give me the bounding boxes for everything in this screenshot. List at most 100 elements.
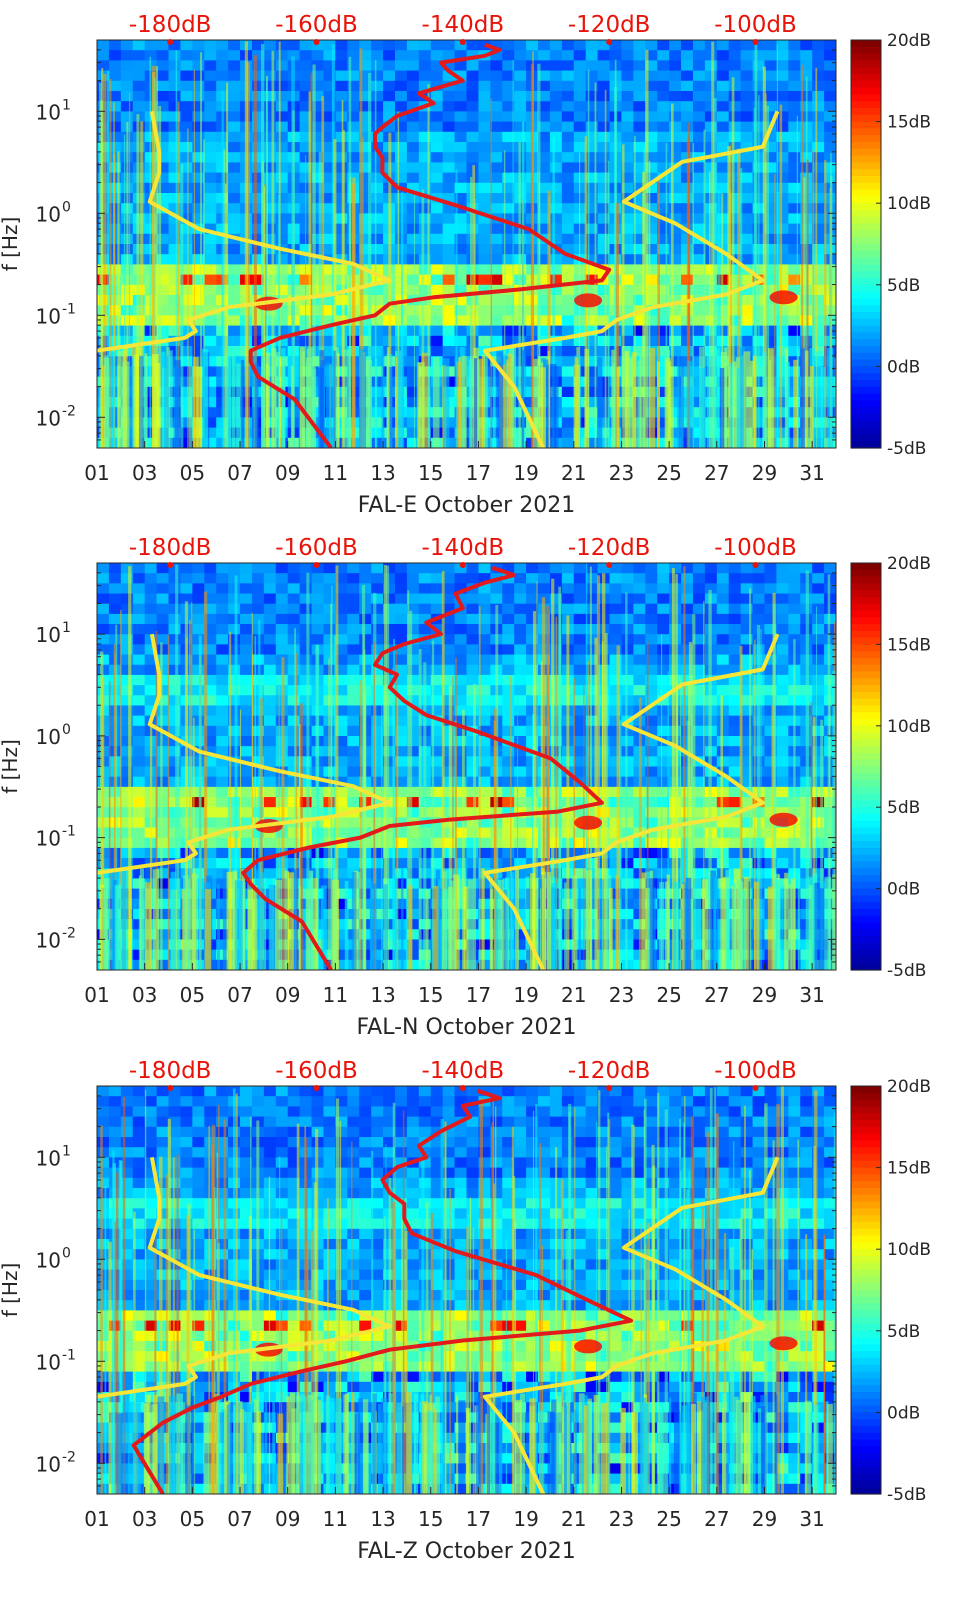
- y-axis-label: f [Hz]: [0, 739, 22, 794]
- top-axis-label: -160dB: [275, 12, 358, 38]
- top-axis-label: -100dB: [714, 1058, 797, 1084]
- y-axis-label: f [Hz]: [0, 1263, 22, 1318]
- x-tick-label: 29: [752, 983, 777, 1007]
- y-tick-exponent: -1: [62, 301, 76, 317]
- y-tick-label: 10: [36, 725, 61, 749]
- top-axis-label: -160dB: [275, 535, 358, 561]
- x-tick-label: 19: [513, 983, 538, 1007]
- y-tick-label: 10: [36, 202, 61, 226]
- top-axis-label: -140dB: [422, 12, 505, 38]
- x-tick-label: 07: [227, 983, 252, 1007]
- x-tick-label: 09: [275, 461, 300, 485]
- y-tick-exponent: 0: [62, 1245, 71, 1261]
- x-tick-label: 15: [418, 461, 443, 485]
- x-tick-label: 25: [656, 461, 681, 485]
- top-axis-label: -180dB: [129, 1058, 212, 1084]
- y-tick-label: 10: [36, 100, 61, 124]
- top-axis-label: -100dB: [714, 535, 797, 561]
- y-tick-exponent: 0: [62, 722, 71, 738]
- colorbar-tick-label: 10dB: [887, 194, 931, 214]
- x-tick-label: 31: [799, 983, 824, 1007]
- colorbar-tick-label: -5dB: [887, 439, 926, 459]
- x-tick-label: 15: [418, 1507, 443, 1531]
- colorbar: 20dB 15dB 10dB 5dB 0dB -5dB: [850, 1077, 931, 1505]
- top-axis-label: -180dB: [129, 12, 212, 38]
- colorbar-tick-label: 0dB: [887, 880, 920, 900]
- x-axis-label: FAL-N October 2021: [357, 1015, 577, 1040]
- x-tick-label: 07: [227, 461, 252, 485]
- y-tick-exponent: -2: [62, 403, 76, 419]
- x-tick-label: 01: [84, 983, 109, 1007]
- y-tick-exponent: -1: [62, 1347, 76, 1363]
- x-tick-label: 03: [132, 983, 157, 1007]
- x-axis-label: FAL-Z October 2021: [357, 1539, 576, 1564]
- colorbar-tick-label: 20dB: [887, 31, 931, 51]
- x-tick-label: 27: [704, 983, 729, 1007]
- x-tick-label: 25: [656, 983, 681, 1007]
- x-tick-label: 27: [704, 461, 729, 485]
- y-tick-label: 10: [36, 406, 61, 430]
- top-axis-label: -160dB: [275, 1058, 358, 1084]
- y-tick-label: 10: [36, 304, 61, 328]
- curve-high-noise-model: [482, 1156, 780, 1494]
- x-tick-label: 29: [752, 1507, 777, 1531]
- x-tick-label: 21: [561, 1507, 586, 1531]
- heatmap: [97, 563, 836, 970]
- x-tick-label: 19: [513, 461, 538, 485]
- colorbar: 20dB 15dB 10dB 5dB 0dB -5dB: [850, 31, 931, 459]
- y-axis-label: f [Hz]: [0, 217, 22, 272]
- top-axis-label: -140dB: [422, 535, 505, 561]
- colorbar-tick-label: 5dB: [887, 798, 920, 818]
- x-tick-label: 09: [275, 983, 300, 1007]
- y-tick-label: 10: [36, 623, 61, 647]
- x-tick-label: 23: [609, 1507, 634, 1531]
- heatmap: [97, 40, 836, 448]
- x-tick-label: 21: [561, 983, 586, 1007]
- x-tick-label: 11: [323, 983, 348, 1007]
- x-tick-label: 19: [513, 1507, 538, 1531]
- top-axis-label: -120dB: [568, 1058, 651, 1084]
- x-tick-label: 11: [323, 1507, 348, 1531]
- top-axis-label: -100dB: [714, 12, 797, 38]
- colorbar-tick-label: 0dB: [887, 357, 920, 377]
- colorbar-tick-label: 5dB: [887, 276, 920, 296]
- x-tick-label: 05: [180, 1507, 205, 1531]
- x-tick-label: 03: [132, 461, 157, 485]
- x-tick-label: 15: [418, 983, 443, 1007]
- colorbar-tick-label: 0dB: [887, 1403, 920, 1423]
- y-tick-label: 10: [36, 1146, 61, 1170]
- curve-low-noise-model: [97, 110, 392, 353]
- x-tick-label: 31: [799, 1507, 824, 1531]
- curve-low-noise-model: [97, 633, 392, 875]
- x-axis-label: FAL-E October 2021: [358, 493, 575, 518]
- colorbar-tick-label: -5dB: [887, 961, 926, 981]
- y-tick-exponent: -2: [62, 925, 76, 941]
- curve-station-median: [241, 565, 604, 970]
- x-tick-label: 23: [609, 983, 634, 1007]
- x-tick-label: 17: [466, 983, 491, 1007]
- x-tick-label: 31: [799, 461, 824, 485]
- x-tick-label: 17: [466, 1507, 491, 1531]
- colorbar: 20dB 15dB 10dB 5dB 0dB -5dB: [850, 554, 931, 981]
- top-axis-label: -180dB: [129, 535, 212, 561]
- colorbar-tick-label: 15dB: [887, 1159, 931, 1179]
- colorbar-tick-label: 15dB: [887, 113, 931, 133]
- colorbar-tick-label: 10dB: [887, 717, 931, 737]
- y-tick-label: 10: [36, 1452, 61, 1476]
- colorbar-tick-label: 10dB: [887, 1240, 931, 1260]
- curve-low-noise-model: [97, 1156, 392, 1399]
- y-tick-exponent: 1: [62, 1143, 71, 1159]
- x-tick-label: 11: [323, 461, 348, 485]
- x-tick-label: 13: [370, 461, 395, 485]
- y-tick-label: 10: [36, 1350, 61, 1374]
- x-tick-label: 29: [752, 461, 777, 485]
- x-tick-label: 25: [656, 1507, 681, 1531]
- x-tick-label: 27: [704, 1507, 729, 1531]
- top-axis-label: -140dB: [422, 1058, 505, 1084]
- x-tick-label: 21: [561, 461, 586, 485]
- y-tick-label: 10: [36, 827, 61, 851]
